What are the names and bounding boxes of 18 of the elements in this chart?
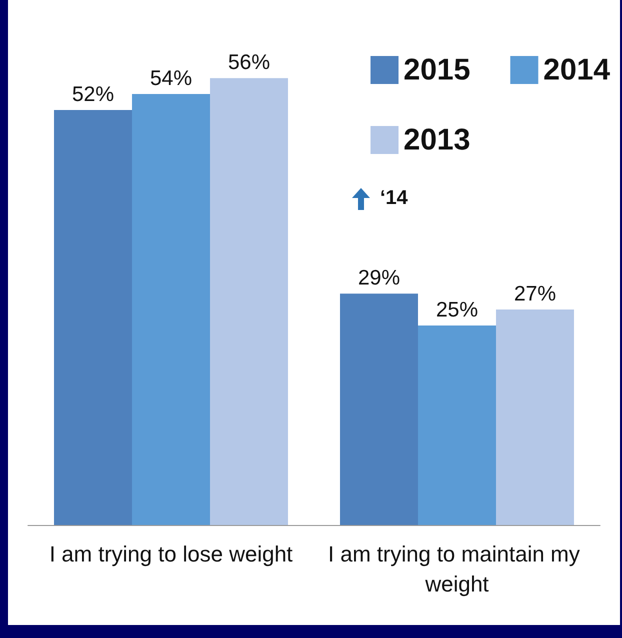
data-label: 54% [150, 67, 192, 90]
x-tick-label: I am trying to lose weight [49, 542, 293, 566]
data-label: 52% [72, 83, 114, 106]
legend-label: 2014 [543, 54, 610, 86]
annotation: ‘14 [380, 187, 409, 209]
x-tick-label: I am trying to maintain my weight [328, 542, 586, 596]
bar [132, 94, 210, 525]
bar [496, 310, 574, 525]
data-label: 27% [514, 282, 556, 306]
data-label: 29% [358, 266, 400, 290]
bar [210, 78, 288, 525]
data-label: 25% [436, 298, 478, 322]
legend-label: 2015 [404, 54, 470, 86]
legend-label: 2013 [404, 124, 470, 156]
bar [418, 325, 496, 525]
bar [340, 294, 418, 525]
bar [54, 110, 132, 525]
data-label: 56% [228, 51, 270, 74]
